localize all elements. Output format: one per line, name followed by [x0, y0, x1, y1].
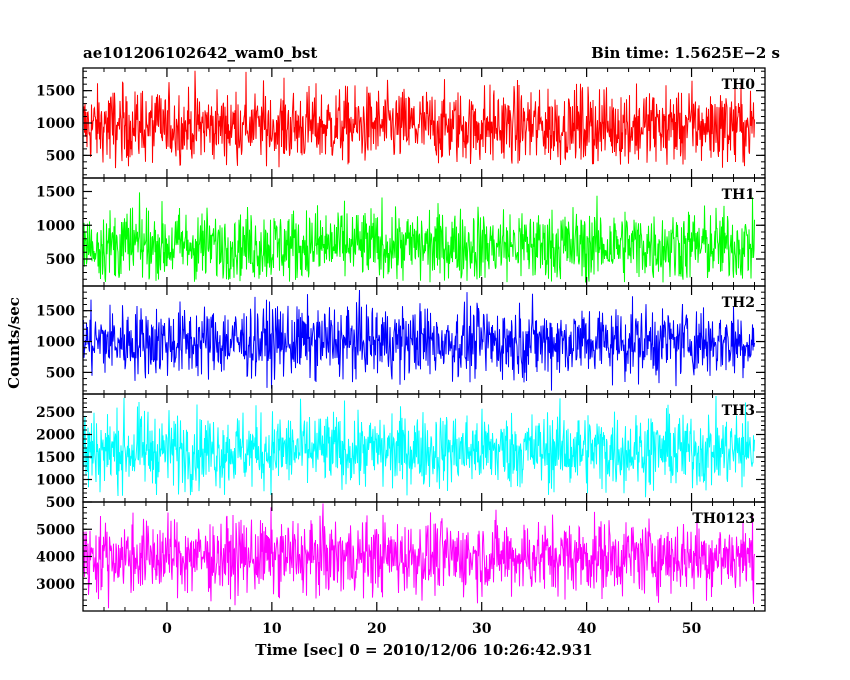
band-label: TH2: [722, 295, 755, 311]
y-tick-label: 1000: [36, 116, 75, 132]
y-axis-label: Counts/sec: [5, 297, 23, 389]
y-tick-label: 2500: [36, 405, 75, 421]
panels-group: 500 1000 1500 TH0 500 1000 1500 TH1 500 1000 1500 T…: [36, 67, 766, 612]
series-th2: [83, 289, 755, 391]
series-th0: [83, 70, 755, 169]
series-th3: [83, 395, 755, 498]
band-label: TH3: [722, 403, 755, 419]
panel-th3: 500 1000 1500 2000 2500 TH3: [36, 393, 766, 511]
y-tick-label: 1000: [36, 335, 75, 351]
y-tick-label: 1500: [36, 185, 75, 201]
x-tick-labels: 0 10 20 30 40 50: [162, 621, 701, 637]
y-tick-label: 1000: [36, 473, 75, 489]
y-tick-label: 500: [46, 495, 75, 511]
y-tick-label: 1500: [36, 84, 75, 100]
y-tick-label: 2000: [36, 428, 75, 444]
x-tick-label: 0: [162, 621, 172, 637]
band-label: TH0123: [692, 511, 755, 527]
y-tick-label: 500: [46, 148, 75, 164]
series-th0123: [83, 503, 755, 609]
x-tick-label: 10: [262, 621, 282, 637]
y-tick-label: 4000: [36, 550, 75, 566]
y-tick-label: 500: [46, 365, 75, 381]
panel-th1: 500 1000 1500 TH1: [36, 177, 766, 287]
x-tick-label: 50: [682, 621, 702, 637]
x-tick-label: 20: [367, 621, 387, 637]
x-axis-label: Time [sec] 0 = 2010/12/06 10:26:42.931: [255, 641, 592, 659]
x-tick-label: 30: [472, 621, 492, 637]
panel-th0123: 3000 4000 5000 TH0123: [36, 501, 766, 612]
chart-title-left: ae101206102642_wam0_bst: [83, 44, 317, 62]
chart-title-right: Bin time: 1.5625E−2 s: [591, 44, 780, 62]
panel-th0: 500 1000 1500 TH0: [36, 67, 766, 179]
series-th1: [83, 192, 755, 283]
band-label: TH1: [722, 187, 755, 203]
y-tick-label: 1500: [36, 450, 75, 466]
y-tick-label: 3000: [36, 577, 75, 593]
y-tick-label: 500: [46, 252, 75, 268]
panel-th2: 500 1000 1500 TH2: [36, 285, 766, 395]
y-tick-label: 1000: [36, 218, 75, 234]
x-tick-label: 40: [577, 621, 597, 637]
y-tick-label: 1500: [36, 304, 75, 320]
band-label: TH0: [722, 77, 756, 93]
y-tick-label: 5000: [36, 522, 75, 538]
